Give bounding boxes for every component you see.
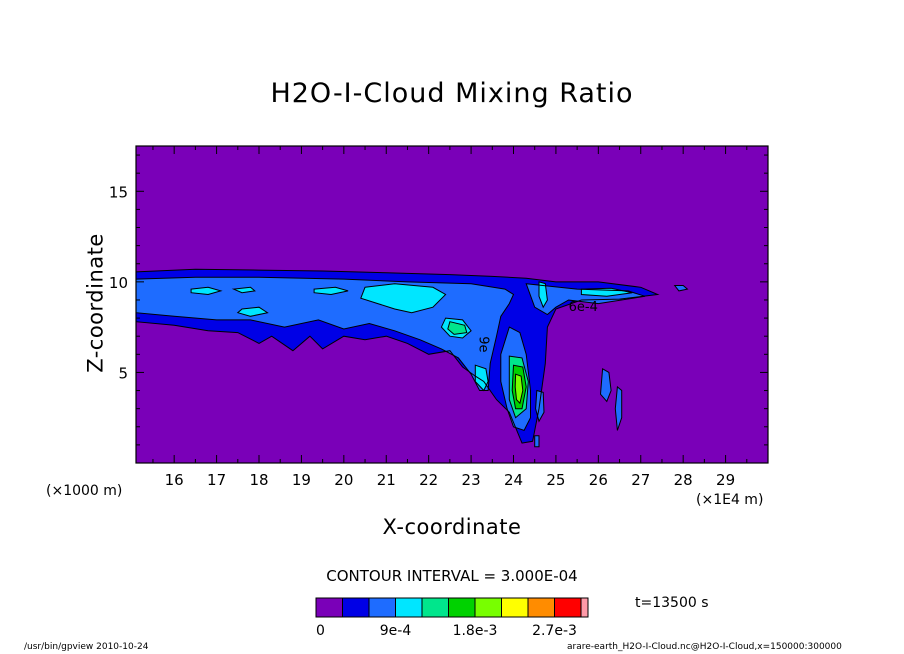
contour-fill-level-3 [314, 287, 349, 295]
x-tick-label: 21 [377, 471, 396, 489]
colorbar-swatch [342, 597, 370, 618]
footer-source-file: arare-earth_H2O-I-Cloud.nc@H2O-I-Cloud,x… [567, 642, 842, 652]
contour-line [580, 287, 633, 297]
x-tick-label: 16 [165, 471, 184, 489]
contour-fill-level-3 [360, 283, 446, 313]
colorbar-swatch [527, 597, 555, 618]
x-tick-label: 18 [249, 471, 268, 489]
contour-line [474, 364, 489, 392]
contour-fill-level-2 [600, 368, 612, 402]
contour-line [135, 276, 515, 391]
colorbar-swatch [554, 597, 582, 618]
contour-fill-level-6 [515, 374, 523, 404]
x-tick-label: 17 [207, 471, 226, 489]
contour-line [313, 286, 349, 296]
contour-line [514, 373, 524, 405]
contour-line [135, 268, 660, 444]
colorbar-swatch [501, 597, 529, 618]
footer-program-date: /usr/bin/gpview 2010-10-24 [24, 642, 149, 652]
colorbar-label: 9e-4 [380, 623, 412, 639]
plot-frame [135, 145, 769, 464]
colorbar-swatch [448, 597, 476, 618]
x-tick-label: 28 [674, 471, 693, 489]
contour-line [673, 285, 689, 292]
contour-line [190, 286, 223, 296]
x-tick-label: 29 [716, 471, 735, 489]
x-unit-note: (×1E4 m) [696, 492, 764, 508]
contour-interval-label: CONTOUR INTERVAL = 3.000E-04 [326, 567, 578, 585]
colorbar-swatch [580, 597, 589, 618]
x-tick-label: 23 [462, 471, 481, 489]
chart-title: H2O-I-Cloud Mixing Ratio [270, 78, 634, 109]
contour-line [231, 286, 256, 294]
colorbar-swatch [421, 597, 449, 618]
y-tick-label: 15 [109, 183, 128, 201]
y-tick-label: 5 [118, 364, 128, 382]
x-tick-label: 20 [334, 471, 353, 489]
colorbar-label: 1.8e-3 [453, 623, 498, 639]
contour-line [535, 389, 545, 423]
x-axis-label: X-coordinate [382, 515, 522, 539]
colorbar-label: 0 [316, 623, 325, 639]
colorbar-swatch [368, 597, 396, 618]
x-tick-label: 22 [419, 471, 438, 489]
contour-label: 9e [476, 336, 491, 352]
x-tick-label: 26 [589, 471, 608, 489]
contour-line [500, 326, 531, 432]
contour-line [236, 306, 269, 317]
contour-fill-level-2 [615, 386, 622, 431]
colorbar-label: 2.7e-3 [532, 623, 577, 639]
time-label: t=13500 s [635, 595, 709, 611]
contour-line [447, 321, 468, 335]
x-tick-label: 27 [631, 471, 650, 489]
x-tick-label: 24 [504, 471, 523, 489]
contour-line [614, 385, 623, 431]
contour-line [538, 281, 548, 309]
contour-label: 6e-4 [569, 300, 598, 315]
contour-line [508, 355, 529, 419]
contour-line [525, 283, 646, 316]
x-tick-label: 19 [292, 471, 311, 489]
contour-fill-level-2 [534, 435, 539, 447]
x-tick-label: 25 [546, 471, 565, 489]
colorbar-swatch [315, 597, 343, 618]
contour-line [440, 317, 472, 339]
y-tick-label: 10 [109, 274, 128, 292]
contour-line [511, 364, 527, 410]
colorbar-swatch [395, 597, 423, 618]
y-axis-label: Z-coordinate [83, 233, 108, 373]
contour-line [599, 367, 612, 403]
colorbar-swatch [474, 597, 502, 618]
contour-line [534, 435, 540, 448]
x-scale-note: (×1000 m) [46, 483, 123, 499]
contour-line [360, 283, 447, 314]
